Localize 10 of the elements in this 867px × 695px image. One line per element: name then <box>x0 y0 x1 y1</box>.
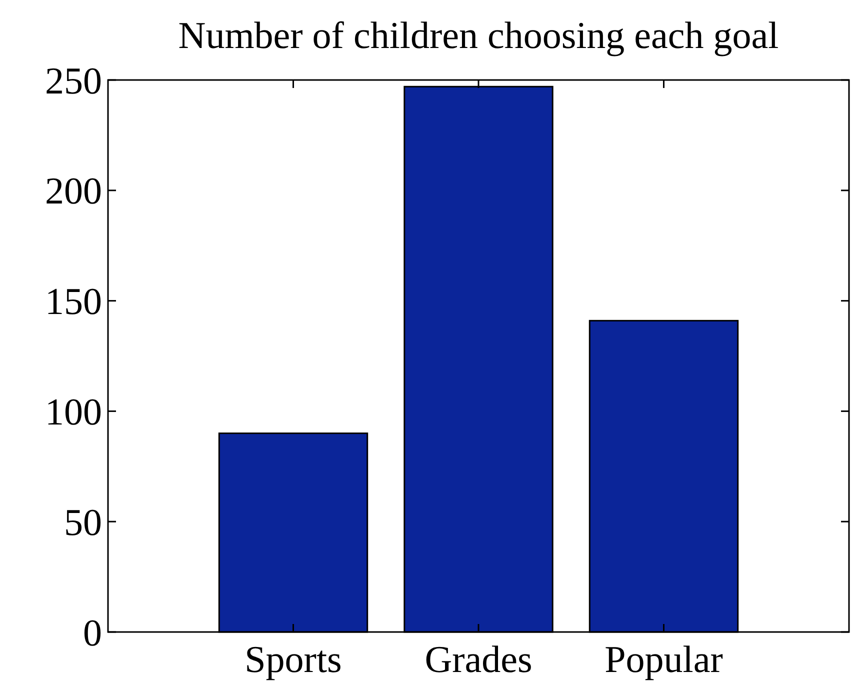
x-tick-label: Sports <box>244 639 342 681</box>
y-tick-label: 50 <box>64 502 102 544</box>
y-tick-label: 200 <box>45 170 102 213</box>
x-tick-label: Grades <box>424 639 532 681</box>
y-tick-label: 0 <box>83 612 102 654</box>
y-tick-label: 100 <box>45 392 102 434</box>
y-tick-label: 150 <box>45 281 102 324</box>
y-tick-label: 250 <box>45 60 102 102</box>
chart-title: Number of children choosing each goal <box>178 15 779 57</box>
x-tick-label: Popular <box>604 639 724 681</box>
